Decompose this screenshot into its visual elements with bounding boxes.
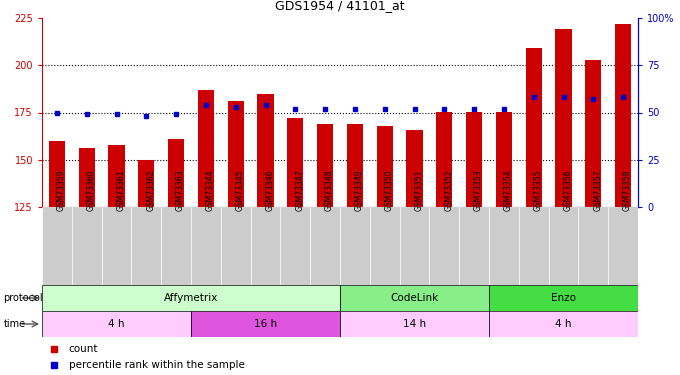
Text: GSM73346: GSM73346 <box>265 169 275 211</box>
Bar <box>168 139 184 207</box>
Text: GSM73344: GSM73344 <box>206 169 215 211</box>
Text: GSM73359: GSM73359 <box>57 169 66 211</box>
Bar <box>496 112 512 207</box>
Bar <box>317 124 333 207</box>
Text: 14 h: 14 h <box>403 319 426 329</box>
Bar <box>579 207 608 285</box>
Text: percentile rank within the sample: percentile rank within the sample <box>69 360 245 369</box>
Bar <box>228 101 244 207</box>
Bar <box>489 285 638 311</box>
Bar <box>585 60 602 207</box>
Bar <box>280 207 310 285</box>
Text: GSM73363: GSM73363 <box>176 169 185 211</box>
Text: GSM73352: GSM73352 <box>444 170 454 211</box>
Bar <box>191 207 221 285</box>
Bar <box>400 207 429 285</box>
Bar <box>191 311 340 337</box>
Bar <box>138 160 154 207</box>
Bar <box>287 118 303 207</box>
Bar <box>489 207 519 285</box>
Bar <box>251 207 280 285</box>
Text: 4 h: 4 h <box>108 319 124 329</box>
Text: GSM73361: GSM73361 <box>116 170 126 211</box>
Bar <box>42 285 340 311</box>
Text: 16 h: 16 h <box>254 319 277 329</box>
Bar <box>42 207 72 285</box>
Bar <box>78 148 95 207</box>
Bar <box>407 129 423 207</box>
Text: protocol: protocol <box>3 293 43 303</box>
Bar <box>257 94 273 207</box>
Text: GSM73353: GSM73353 <box>474 169 483 211</box>
Bar <box>549 207 579 285</box>
Bar <box>347 124 363 207</box>
Bar <box>42 311 191 337</box>
Bar <box>466 112 482 207</box>
Bar <box>436 112 452 207</box>
Bar <box>459 207 489 285</box>
Text: GSM73347: GSM73347 <box>295 169 305 211</box>
Bar <box>519 207 549 285</box>
Bar <box>108 145 124 207</box>
Bar <box>161 207 191 285</box>
Bar <box>49 141 65 207</box>
Bar <box>615 24 631 207</box>
Bar <box>556 29 572 207</box>
Bar <box>101 207 131 285</box>
Bar <box>526 48 542 207</box>
Bar <box>370 207 400 285</box>
Text: count: count <box>69 344 99 354</box>
Bar <box>72 207 101 285</box>
Text: GDS1954 / 41101_at: GDS1954 / 41101_at <box>275 0 405 12</box>
Bar <box>377 126 393 207</box>
Bar <box>310 207 340 285</box>
Bar <box>131 207 161 285</box>
Text: Enzo: Enzo <box>551 293 576 303</box>
Text: GSM73354: GSM73354 <box>504 169 513 211</box>
Text: GSM73358: GSM73358 <box>623 170 632 211</box>
Text: GSM73350: GSM73350 <box>385 169 394 211</box>
Text: GSM73348: GSM73348 <box>325 170 334 211</box>
Text: 4 h: 4 h <box>556 319 572 329</box>
Bar <box>489 311 638 337</box>
Bar <box>198 90 214 207</box>
Bar <box>429 207 459 285</box>
Bar <box>340 285 489 311</box>
Text: CodeLink: CodeLink <box>390 293 439 303</box>
Text: GSM73357: GSM73357 <box>593 169 602 211</box>
Text: Affymetrix: Affymetrix <box>164 293 218 303</box>
Text: GSM73360: GSM73360 <box>87 169 96 211</box>
Bar <box>340 311 489 337</box>
Text: GSM73362: GSM73362 <box>146 170 155 211</box>
Text: GSM73345: GSM73345 <box>236 169 245 211</box>
Text: time: time <box>3 319 26 329</box>
Text: GSM73355: GSM73355 <box>534 169 543 211</box>
Text: GSM73351: GSM73351 <box>415 170 424 211</box>
Bar <box>608 207 638 285</box>
Bar <box>340 207 370 285</box>
Bar <box>221 207 251 285</box>
Text: GSM73349: GSM73349 <box>355 169 364 211</box>
Text: GSM73356: GSM73356 <box>564 169 573 211</box>
